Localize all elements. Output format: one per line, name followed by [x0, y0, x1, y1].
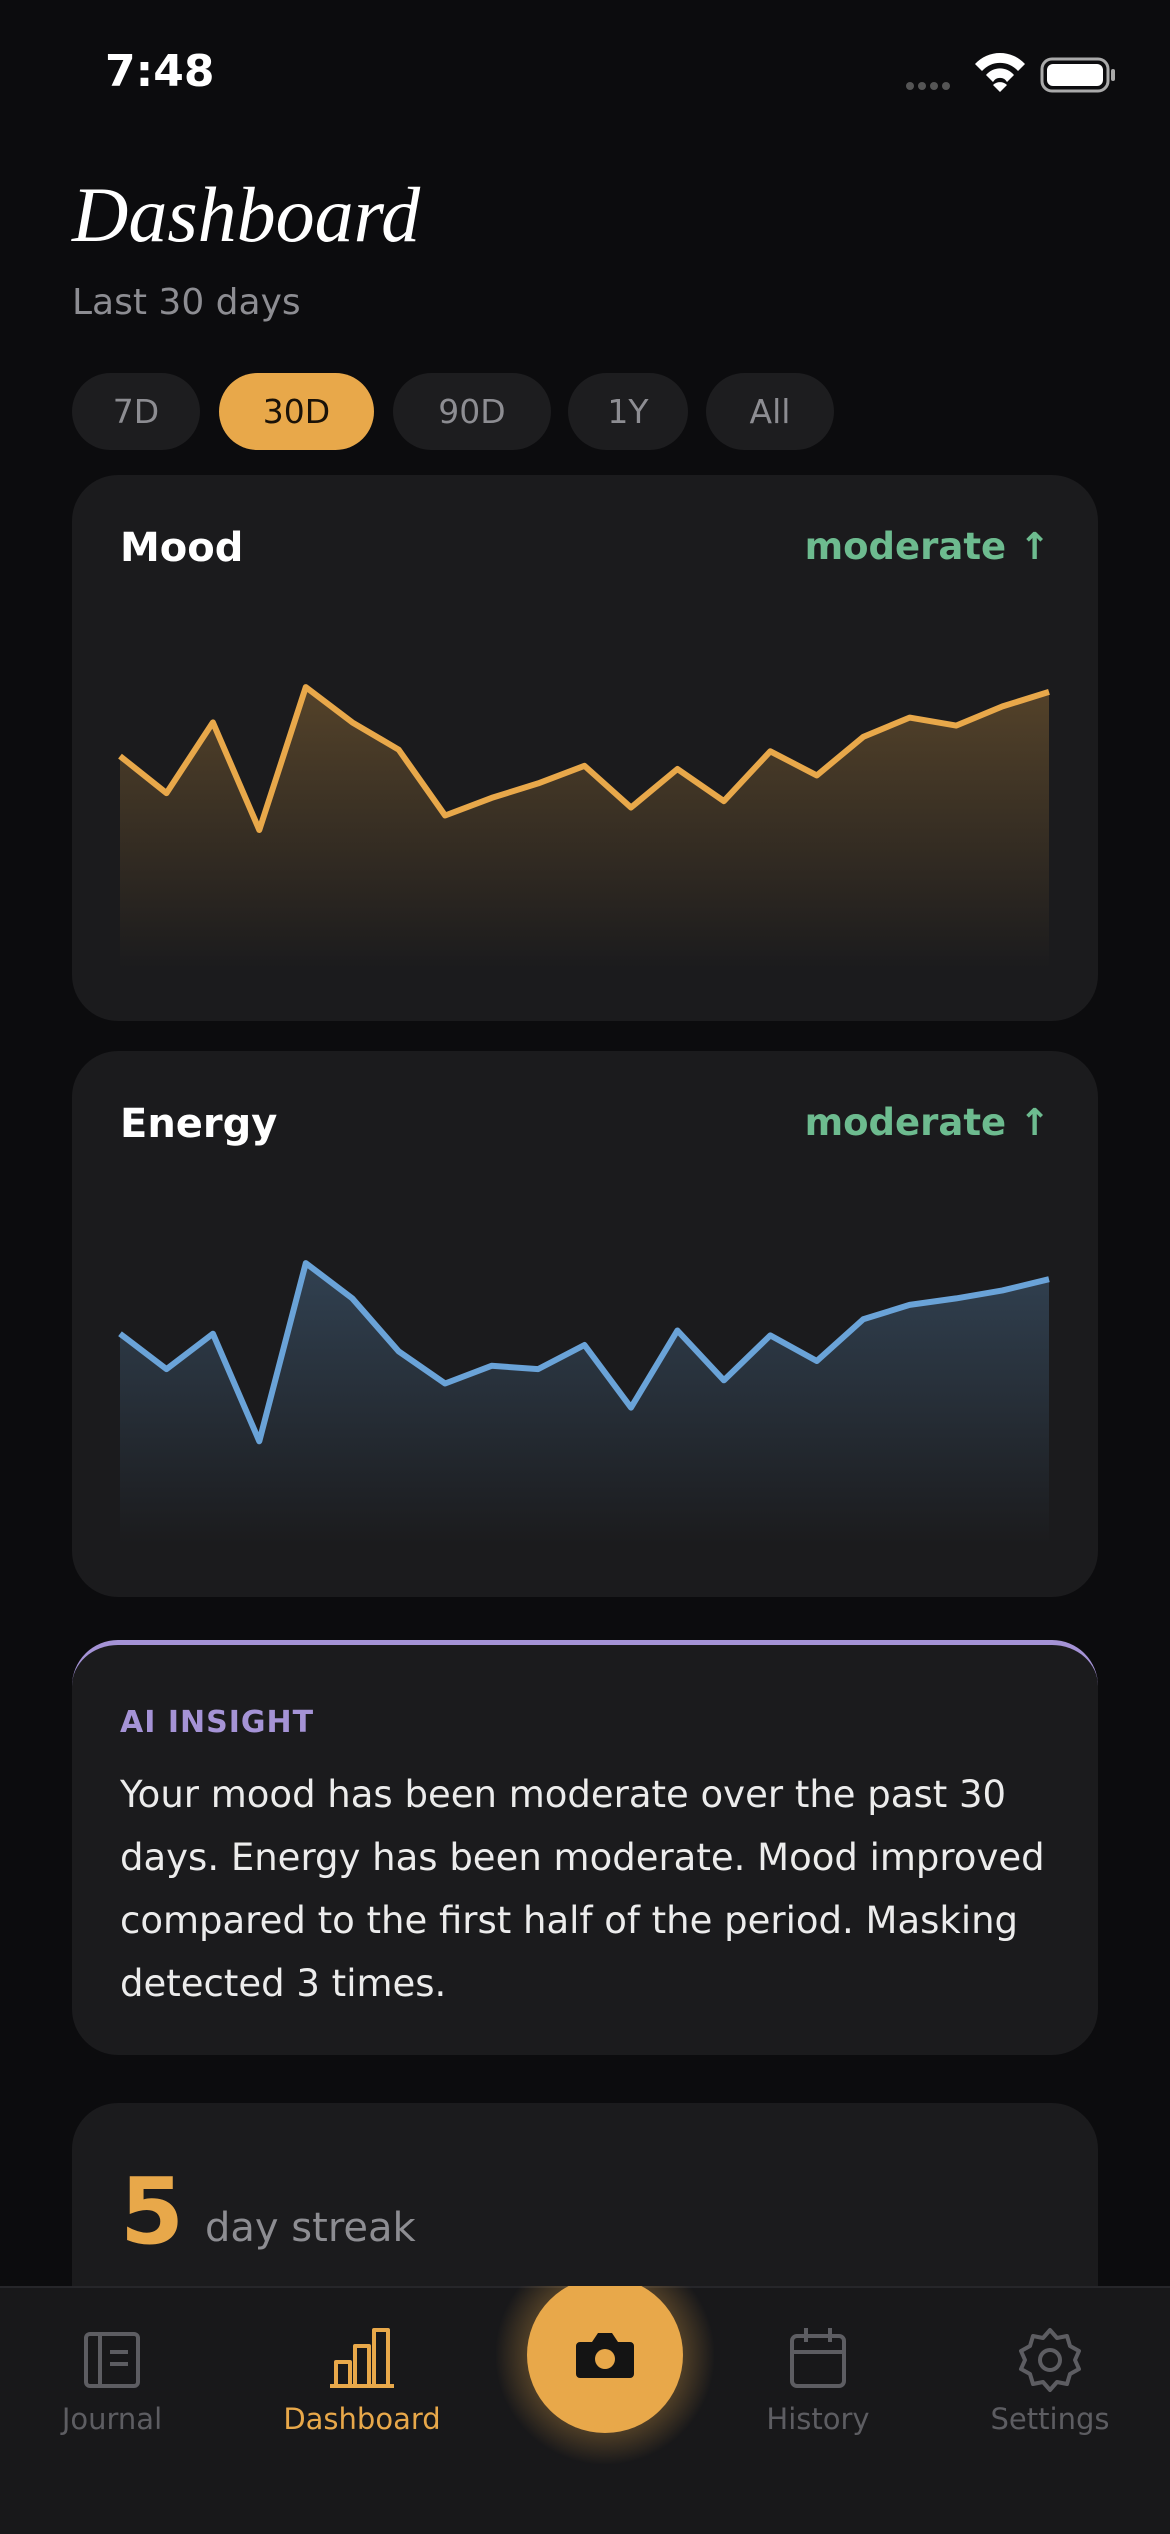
tab-icons	[84, 2286, 1081, 2465]
mood-card: Mood moderate ↑	[72, 475, 1098, 1021]
area	[120, 687, 1049, 968]
line	[118, 1260, 1050, 1445]
chart	[118, 1260, 1050, 1544]
subtitle: Last 30 days	[72, 282, 301, 323]
range-pill[interactable]: 1Y	[568, 373, 688, 450]
card-title: Mood	[120, 525, 244, 571]
chart	[118, 684, 1050, 968]
settings-icon	[1019, 2328, 1081, 2392]
range-pill[interactable]: 7D	[72, 373, 200, 450]
tab-label[interactable]: Journal	[61, 2402, 163, 2436]
dashboard-icon	[330, 2328, 394, 2388]
range-pill[interactable]: All	[706, 373, 834, 450]
page-title: Dashboard	[72, 171, 421, 258]
insight-card: AI INSIGHT Your mood has been moderate o…	[72, 1640, 1098, 2055]
line	[118, 684, 1050, 833]
range-pill[interactable]: 90D	[393, 373, 551, 450]
card-title: Energy	[120, 1101, 278, 1147]
status-icons	[906, 53, 1115, 93]
range-pill[interactable]: 30D	[219, 373, 374, 450]
streak-label: day streak	[205, 2205, 416, 2251]
journal-icon	[84, 2332, 140, 2388]
insight-text: Your mood has been moderate over the pas…	[120, 1773, 1045, 2005]
insight-label: AI INSIGHT	[120, 1705, 315, 1740]
energy-card: Energy moderate ↑	[72, 1051, 1098, 1597]
tab-label[interactable]: Dashboard	[283, 2402, 441, 2436]
streak-value: 5	[120, 2158, 185, 2265]
trend-label: moderate ↑	[804, 525, 1050, 568]
tab-label[interactable]: Settings	[990, 2402, 1110, 2436]
tab-label[interactable]: History	[766, 2402, 870, 2436]
trend-label: moderate ↑	[804, 1101, 1050, 1144]
history-icon	[790, 2328, 846, 2388]
status-time: 7:48	[105, 46, 215, 97]
area	[120, 1263, 1049, 1544]
